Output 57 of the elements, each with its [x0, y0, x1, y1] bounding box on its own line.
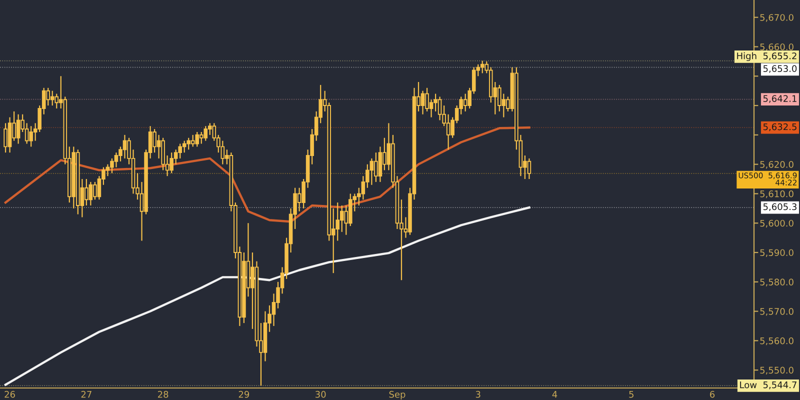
x-tick-label: 28 [158, 390, 168, 398]
ref-line-label: Low 5,544.7 [740, 382, 796, 390]
line-series [4, 126, 530, 223]
x-tick-label: 6 [710, 390, 715, 398]
x-tick-label: 4 [552, 391, 558, 398]
candlestick [122, 134, 127, 159]
candlestick [161, 137, 165, 171]
x-tick-label: 30 [316, 390, 326, 398]
x-tick-label: 3 [476, 390, 480, 398]
ref-line-label: High 5,655.2 [737, 52, 796, 62]
ref-line-label: 5,653.0 [763, 65, 797, 73]
candlestick [204, 126, 208, 142]
candlestick [4, 122, 8, 154]
candlestick [195, 131, 200, 148]
candlestick [93, 181, 97, 200]
x-tick-label: Sep [389, 390, 406, 400]
candlestick [170, 152, 174, 174]
candlestick [340, 204, 344, 232]
y-tick-label: 5,670.0 [760, 14, 794, 22]
candlestick [378, 146, 382, 183]
x-tick-label: 27 [81, 390, 92, 398]
candlestick [50, 90, 54, 106]
line-series [4, 206, 530, 386]
y-tick-label: 5,610.0 [760, 190, 794, 198]
candlestick [190, 134, 195, 148]
x-tick-label: 5 [629, 391, 634, 398]
candlestick [199, 131, 204, 144]
y-tick-label: 5,560.0 [760, 337, 794, 346]
candlestick [114, 152, 118, 168]
y-tick-label: 5,550.0 [760, 366, 794, 375]
candlestick [29, 126, 33, 148]
candlestick [480, 60, 484, 74]
y-tick-label: 5,590.0 [760, 249, 794, 257]
candlestick [220, 140, 225, 165]
y-tick-label: 5,600.0 [760, 220, 794, 228]
candlestick [84, 178, 88, 206]
candlestick [463, 93, 468, 112]
candlestick [374, 152, 378, 183]
candlestick [446, 114, 450, 150]
x-tick-label: 26 [4, 390, 15, 398]
y-tick-label: 5,580.0 [760, 278, 794, 286]
candlestick [88, 181, 93, 206]
candlestick [24, 122, 29, 144]
candlestick [8, 116, 12, 154]
candlestick [370, 158, 374, 186]
candlestick [54, 93, 59, 110]
candlestick [420, 90, 425, 115]
y-tick-label: 5,620.0 [760, 161, 794, 169]
candlestick [438, 96, 442, 121]
y-tick-label: 5,570.0 [760, 308, 794, 316]
ref-line-label: 5,642.1 [763, 95, 796, 103]
y-tick-label: 5,660.0 [760, 43, 794, 52]
x-tick-label: 29 [238, 390, 250, 398]
ref-line-label: 5,605.3 [763, 203, 796, 212]
ref-line-label: 5,632.5 [763, 123, 796, 132]
candlestick [16, 114, 20, 144]
candlestick [527, 158, 532, 180]
